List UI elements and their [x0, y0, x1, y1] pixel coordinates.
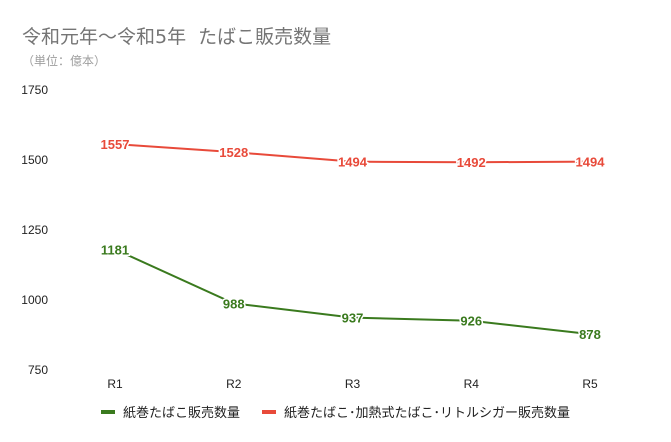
data-label: 988	[223, 296, 245, 311]
chart-subtitle: （単位：億本）	[22, 54, 107, 68]
data-label: 1494	[576, 155, 606, 170]
y-tick-label: 1500	[21, 153, 48, 167]
x-tick-label: R3	[345, 377, 361, 391]
x-tick-label: R1	[107, 377, 123, 391]
legend-item[interactable]: 紙巻たばこ･加熱式たばこ･リトルシガー販売数量	[262, 402, 570, 421]
y-tick-label: 1000	[21, 293, 48, 307]
x-tick-label: R5	[582, 377, 598, 391]
series-line	[114, 143, 591, 164]
data-label: 1181	[101, 242, 129, 257]
legend-swatch	[262, 409, 276, 414]
data-label: 1494	[338, 155, 368, 170]
legend-label: 紙巻たばこ･加熱式たばこ･リトルシガー販売数量	[284, 406, 571, 421]
data-label: 1492	[457, 155, 486, 170]
data-label: 937	[342, 311, 364, 326]
data-label: 926	[460, 314, 482, 329]
legend-swatch	[100, 409, 115, 414]
y-tick-label: 1250	[21, 223, 48, 237]
y-tick-label: 1750	[21, 83, 48, 97]
x-tick-label: R2	[226, 377, 242, 391]
legend-item[interactable]: 紙巻たばこ販売数量	[100, 402, 240, 421]
legend-label: 紙巻たばこ販売数量	[122, 406, 240, 421]
series-line	[114, 248, 591, 336]
data-label: 1557	[101, 137, 130, 152]
data-label: 878	[579, 327, 601, 342]
data-label: 1528	[219, 145, 248, 160]
y-tick-label: 750	[28, 363, 48, 377]
x-tick-label: R4	[464, 377, 480, 391]
legend: 紙巻たばこ販売数量 紙巻たばこ･加熱式たばこ･リトルシガー販売数量	[0, 402, 671, 421]
chart-title: 令和元年～令和5年 たばこ販売数量	[22, 26, 332, 48]
